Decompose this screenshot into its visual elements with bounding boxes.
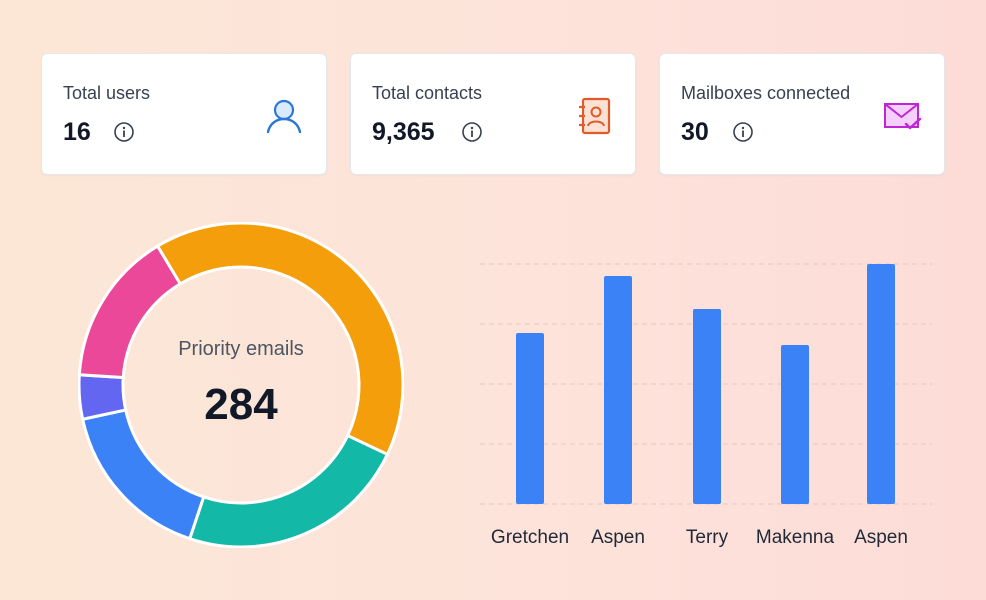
info-icon[interactable]: [733, 122, 753, 142]
priority-emails-donut-chart: [78, 222, 404, 548]
bar-label: Aspen: [591, 527, 645, 548]
info-icon[interactable]: [114, 122, 134, 142]
mailboxes-title: Mailboxes connected: [681, 83, 851, 103]
info-icon[interactable]: [462, 122, 482, 142]
donut-segment: [187, 433, 390, 548]
user-icon: [266, 99, 302, 134]
bar-label: Aspen: [854, 527, 908, 548]
total-users-value: 16: [63, 118, 91, 146]
mailboxes-card: Mailboxes connected 30: [659, 53, 945, 175]
bar-label: Gretchen: [491, 527, 569, 548]
total-contacts-title: Total contacts: [372, 83, 483, 103]
bar-label: Terry: [686, 527, 729, 548]
donut-segment: [78, 244, 183, 380]
bar-label: Makenna: [756, 527, 835, 548]
bar: [781, 345, 809, 504]
contact-book-icon: [579, 97, 611, 135]
bar: [516, 333, 544, 504]
mailboxes-value: 30: [681, 118, 709, 146]
donut-label: Priority emails: [178, 338, 304, 360]
donut-value: 284: [204, 380, 278, 429]
mail-check-icon: [884, 103, 922, 130]
donut-segment: [155, 222, 404, 457]
bar: [693, 309, 721, 504]
bar-chart: Gretchen Aspen Terry Makenna Aspen: [480, 263, 932, 548]
total-contacts-card: Total contacts 9,365: [350, 53, 636, 175]
total-contacts-value: 9,365: [372, 118, 435, 146]
total-users-card: Total users 16: [41, 53, 327, 175]
bar: [867, 264, 895, 504]
bar: [604, 276, 632, 504]
total-users-title: Total users: [63, 83, 151, 103]
